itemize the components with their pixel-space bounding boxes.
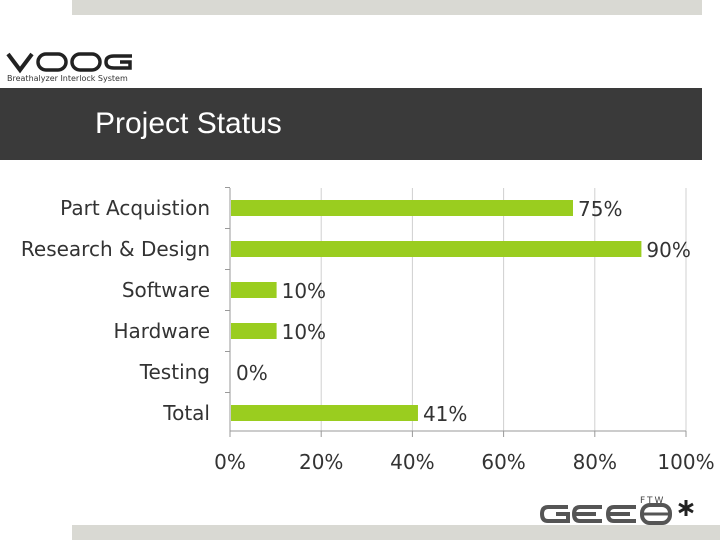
bar [231,200,573,216]
x-tick-label: 80% [573,450,617,474]
data-label: 75% [578,197,622,221]
category-label: Hardware [113,319,210,343]
title-bar: Project Status [0,88,702,160]
voog-logo [6,52,132,74]
bar [231,405,418,421]
top-decorative-strip [72,0,702,15]
category-label: Total [162,401,210,425]
footer-small-text: FTW [640,496,665,506]
x-tick-label: 60% [481,450,525,474]
page-title: Project Status [95,107,282,140]
category-label: Testing [139,360,210,384]
x-tick-label: 40% [390,450,434,474]
x-tick-label: 100% [657,450,714,474]
brand-tagline: Breathalyzer Interlock System [7,74,128,83]
category-label: Part Acquistion [60,196,210,220]
x-tick-label: 0% [214,450,246,474]
bar-chart: 0% 20% 40% 60% 80% 100% Part Acquistion 75% Rese… [21,187,715,474]
data-label: 10% [282,279,326,303]
data-label: 10% [282,320,326,344]
category-label: Research & Design [21,237,210,261]
bar [231,282,277,298]
data-label: 0% [236,361,268,385]
bar [231,323,277,339]
data-label: 90% [646,238,690,262]
bottom-decorative-strip [72,525,720,540]
gee8-logo: FTW [540,496,694,525]
data-label: 41% [423,402,467,426]
bar [231,241,642,257]
x-tick-label: 20% [299,450,343,474]
category-label: Software [122,278,210,302]
